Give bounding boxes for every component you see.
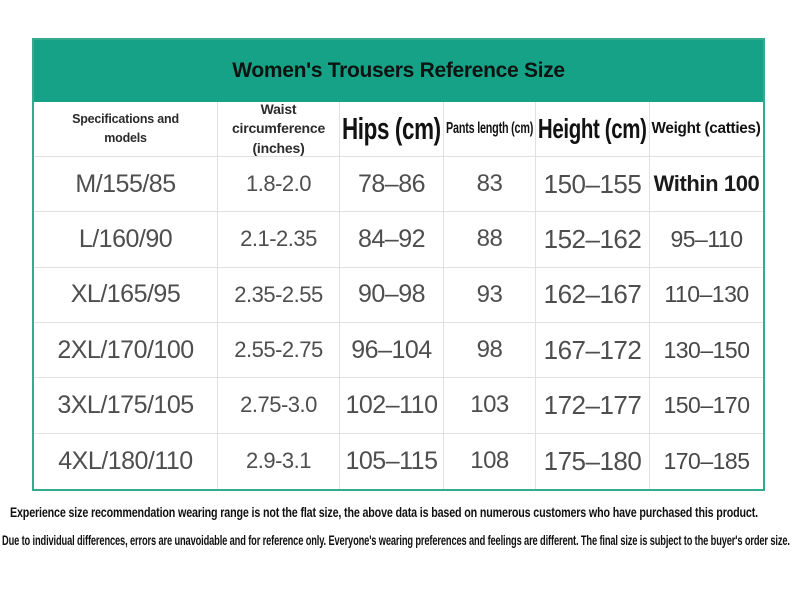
footnote-2: Due to individual differences, errors ar… xyxy=(2,532,794,550)
column-header-pants-length: Pants length (cm) xyxy=(444,102,536,157)
table-cell: 2XL/170/100 xyxy=(34,322,218,379)
table-cell: 2.75-3.0 xyxy=(218,378,340,434)
table-cell: 150–155 xyxy=(536,157,650,213)
table-cell: XL/165/95 xyxy=(34,267,218,323)
column-header-waist: Waist circumference (inches) xyxy=(218,102,340,157)
table-cell: 2.1-2.35 xyxy=(218,212,340,268)
column-header-line: Specifications and xyxy=(72,112,179,127)
table-cell: 93 xyxy=(444,267,536,323)
table-cell: 103 xyxy=(444,378,536,434)
table-cell: 96–104 xyxy=(340,322,444,379)
table-cell: 108 xyxy=(444,433,536,489)
table-cell: 172–177 xyxy=(536,378,650,434)
table-cell: 152–162 xyxy=(536,212,650,268)
footnote-text: Due to individual differences, errors ar… xyxy=(2,532,790,548)
size-reference-table: Women's Trousers Reference Size Specific… xyxy=(32,38,765,491)
table-cell: 110–130 xyxy=(650,268,763,323)
table-cell: 150–170 xyxy=(650,378,763,434)
table-cell: L/160/90 xyxy=(34,212,218,268)
table-cell: 83 xyxy=(444,157,536,213)
footnote-1: Experience size recommendation wearing r… xyxy=(10,504,762,522)
column-header-line: models xyxy=(104,131,147,145)
table-cell: 175–180 xyxy=(536,433,650,489)
table-cell: 3XL/175/105 xyxy=(34,378,218,434)
column-header-specifications: Specifications and models xyxy=(34,102,218,157)
table-cell: 170–185 xyxy=(663,447,750,474)
table-cell: 105–115 xyxy=(340,433,444,489)
table-cell: M/155/85 xyxy=(34,157,218,213)
table-cell: 78–86 xyxy=(340,157,444,213)
column-header-line: (inches) xyxy=(252,139,305,156)
footnote-text: Experience size recommendation wearing r… xyxy=(10,504,758,520)
table-cell: 130–150 xyxy=(650,323,763,379)
table-cell: 4XL/180/110 xyxy=(34,433,218,489)
column-header-line: Waist circumference xyxy=(231,102,326,137)
table-cell: 2.9-3.1 xyxy=(218,433,340,489)
table-cell: 102–110 xyxy=(340,378,444,434)
table-cell: 98 xyxy=(444,322,536,379)
table-cell: 1.8-2.0 xyxy=(218,157,340,213)
table-cell: 167–172 xyxy=(536,322,650,379)
table-cell: 90–98 xyxy=(340,267,444,323)
table-cell: 84–92 xyxy=(340,212,444,268)
table-title: Women's Trousers Reference Size xyxy=(232,59,565,82)
table-cell: 2.55-2.75 xyxy=(218,322,340,379)
column-header-height: Height (cm) xyxy=(536,102,650,157)
table-cell: 88 xyxy=(444,212,536,268)
table-cell: 162–167 xyxy=(536,267,650,323)
table-cell: 95–110 xyxy=(650,212,763,268)
column-header-hips: Hips (cm) xyxy=(340,102,444,157)
column-header-weight: Weight (catties) xyxy=(650,102,763,157)
table-cell: 2.35-2.55 xyxy=(218,267,340,323)
title-banner: Women's Trousers Reference Size xyxy=(34,40,763,102)
table-cell: Within 100 xyxy=(650,157,763,213)
